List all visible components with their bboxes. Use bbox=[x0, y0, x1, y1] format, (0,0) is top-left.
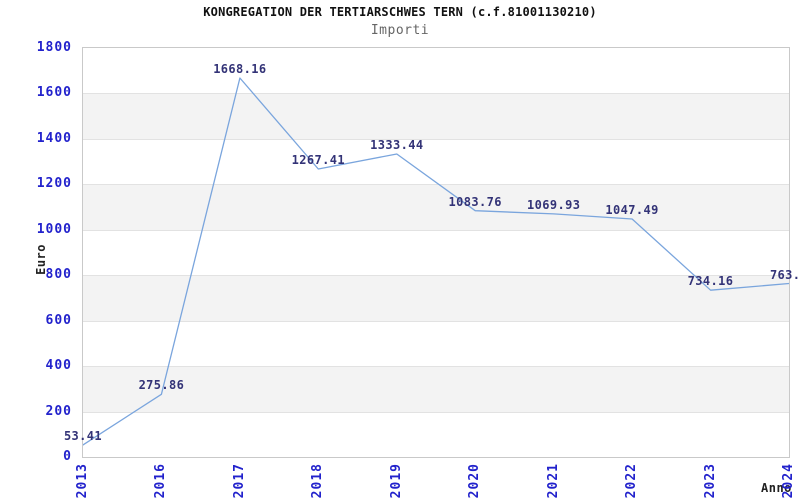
gridline bbox=[83, 366, 789, 368]
x-tick-label: 2021 bbox=[545, 463, 561, 499]
gridline bbox=[83, 229, 789, 231]
x-tick-label: 2024 bbox=[781, 463, 796, 499]
plot-band bbox=[83, 93, 789, 139]
x-tick-label: 2023 bbox=[702, 463, 718, 499]
data-point-label: 1083.76 bbox=[448, 194, 502, 209]
plot-band bbox=[83, 366, 789, 412]
y-tick-label: 600 bbox=[45, 312, 72, 328]
y-tick-label: 400 bbox=[45, 358, 72, 374]
x-tick-label: 2013 bbox=[75, 463, 90, 499]
x-axis-label: Anno bbox=[761, 481, 792, 495]
plot-band bbox=[83, 48, 789, 94]
x-tick-label: 2017 bbox=[231, 463, 247, 499]
y-tick-label: 1000 bbox=[36, 221, 72, 237]
y-tick-label: 800 bbox=[45, 267, 72, 283]
series-line bbox=[83, 77, 789, 446]
gridline bbox=[83, 184, 789, 186]
plot-band bbox=[83, 138, 789, 185]
plot-band bbox=[83, 275, 789, 321]
plot-area bbox=[82, 47, 790, 458]
y-tick-label: 1800 bbox=[36, 40, 72, 55]
data-point-label: 275.86 bbox=[138, 378, 185, 393]
gridline bbox=[83, 93, 789, 95]
data-point-label: 734.16 bbox=[687, 274, 734, 289]
y-tick-label: 1400 bbox=[36, 130, 72, 146]
data-point-label: 1069.93 bbox=[526, 197, 581, 212]
x-tick-label: 2020 bbox=[467, 463, 483, 499]
x-tick-label: 2018 bbox=[310, 463, 326, 499]
plot-band bbox=[83, 320, 789, 367]
gridline bbox=[83, 138, 789, 140]
chart-title: KONGREGATION DER TERTIARSCHWES TERN (c.f… bbox=[203, 5, 597, 19]
data-point-label: 763.4 bbox=[769, 267, 800, 282]
data-point-label: 1267.41 bbox=[291, 153, 346, 168]
data-point-label: 1668.16 bbox=[213, 61, 267, 76]
data-point-label: 1333.44 bbox=[370, 138, 424, 152]
x-tick-label: 2022 bbox=[624, 463, 640, 499]
chart-subtitle: Importi bbox=[370, 23, 430, 38]
gridline bbox=[83, 320, 789, 322]
plot-band bbox=[83, 184, 789, 230]
y-tick-label: 0 bbox=[63, 449, 72, 464]
y-tick-label: 1600 bbox=[36, 85, 72, 101]
y-tick-label: 1200 bbox=[36, 176, 72, 192]
gridline bbox=[83, 275, 789, 277]
data-point-label: 53.41 bbox=[63, 428, 103, 443]
x-tick-label: 2016 bbox=[153, 463, 169, 499]
gridline bbox=[83, 411, 789, 413]
line-series-svg bbox=[83, 77, 789, 446]
plot-band bbox=[83, 411, 789, 457]
y-tick-label: 200 bbox=[45, 403, 72, 419]
data-point-label: 1047.49 bbox=[605, 202, 659, 217]
x-tick-label: 2019 bbox=[388, 463, 404, 499]
